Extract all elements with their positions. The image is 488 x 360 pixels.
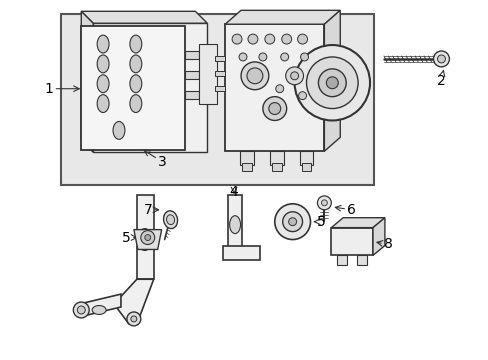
Circle shape: [247, 34, 257, 44]
Bar: [269, 151, 283, 165]
Circle shape: [288, 218, 296, 226]
Bar: [240, 151, 253, 165]
Bar: [331, 228, 372, 255]
Polygon shape: [79, 294, 121, 317]
Polygon shape: [93, 23, 207, 152]
Text: 7: 7: [143, 203, 158, 217]
Circle shape: [131, 316, 137, 322]
Ellipse shape: [92, 306, 106, 314]
Circle shape: [300, 53, 308, 61]
Polygon shape: [223, 247, 259, 260]
Bar: [356, 255, 366, 265]
Ellipse shape: [163, 211, 177, 229]
Polygon shape: [134, 230, 162, 249]
Bar: [271, 163, 281, 171]
Bar: [215, 86, 224, 91]
Bar: [337, 255, 346, 265]
Ellipse shape: [166, 215, 174, 225]
Polygon shape: [224, 10, 340, 24]
Circle shape: [232, 34, 242, 44]
Circle shape: [433, 51, 448, 67]
Ellipse shape: [97, 95, 109, 113]
Text: 5: 5: [122, 230, 137, 244]
Ellipse shape: [130, 35, 142, 53]
Circle shape: [241, 62, 268, 90]
Ellipse shape: [130, 55, 142, 73]
Bar: [61, 14, 373, 185]
Circle shape: [281, 34, 291, 44]
Text: 4: 4: [229, 185, 238, 199]
Ellipse shape: [138, 229, 151, 251]
Circle shape: [73, 302, 89, 318]
Circle shape: [280, 53, 288, 61]
Circle shape: [306, 57, 357, 109]
Bar: [81, 26, 185, 150]
Polygon shape: [331, 218, 384, 228]
Bar: [301, 163, 311, 171]
Circle shape: [274, 204, 310, 239]
Circle shape: [437, 55, 445, 63]
Circle shape: [317, 196, 331, 210]
Ellipse shape: [97, 35, 109, 53]
Circle shape: [258, 53, 266, 61]
Bar: [299, 151, 313, 165]
Circle shape: [318, 69, 346, 96]
Circle shape: [246, 68, 263, 84]
Polygon shape: [137, 195, 153, 279]
Circle shape: [141, 231, 154, 244]
Text: 6: 6: [335, 203, 355, 217]
Bar: [185, 91, 199, 99]
Bar: [215, 71, 224, 76]
Bar: [199, 44, 217, 104]
Circle shape: [290, 72, 298, 80]
Polygon shape: [81, 11, 93, 152]
Polygon shape: [324, 10, 340, 151]
Text: 8: 8: [376, 238, 392, 252]
Circle shape: [325, 77, 338, 89]
Circle shape: [268, 103, 280, 114]
Bar: [185, 71, 199, 79]
Bar: [185, 51, 199, 59]
Circle shape: [264, 34, 274, 44]
Circle shape: [294, 45, 369, 121]
Ellipse shape: [229, 216, 240, 234]
Text: 3: 3: [144, 150, 167, 169]
Ellipse shape: [97, 75, 109, 93]
Bar: [215, 56, 224, 61]
Polygon shape: [81, 11, 207, 23]
Text: 5: 5: [314, 215, 325, 229]
Circle shape: [275, 85, 283, 93]
Bar: [242, 163, 251, 171]
Text: 2: 2: [436, 71, 445, 88]
Circle shape: [285, 67, 303, 85]
Circle shape: [263, 96, 286, 121]
Circle shape: [127, 312, 141, 326]
Polygon shape: [114, 279, 153, 324]
Ellipse shape: [130, 95, 142, 113]
Circle shape: [239, 53, 246, 61]
Circle shape: [298, 92, 306, 100]
Text: 1: 1: [44, 82, 79, 96]
Circle shape: [297, 34, 307, 44]
Circle shape: [282, 212, 302, 231]
Polygon shape: [228, 195, 242, 256]
Ellipse shape: [113, 121, 124, 139]
Ellipse shape: [97, 55, 109, 73]
Polygon shape: [372, 218, 384, 255]
Bar: [224, 24, 324, 151]
Ellipse shape: [130, 75, 142, 93]
Circle shape: [77, 306, 85, 314]
Circle shape: [144, 235, 150, 240]
Circle shape: [321, 200, 326, 206]
